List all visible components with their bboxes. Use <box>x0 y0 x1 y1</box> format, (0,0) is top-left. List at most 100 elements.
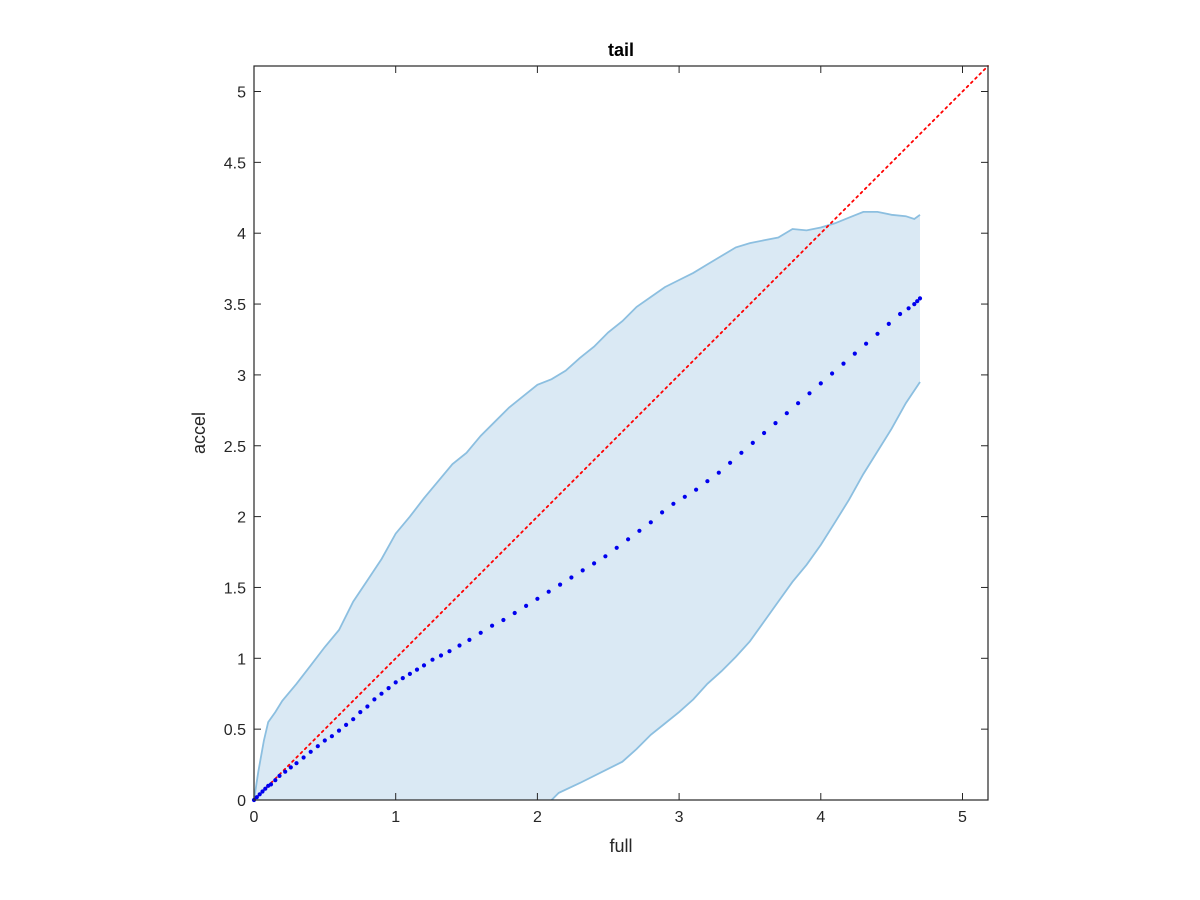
data-point <box>852 351 857 356</box>
data-point <box>273 778 278 783</box>
data-point <box>490 623 495 628</box>
data-point <box>773 421 778 426</box>
y-tick-label: 4.5 <box>224 155 246 172</box>
data-point <box>467 637 472 643</box>
data-point <box>386 686 391 691</box>
x-tick-label: 3 <box>675 809 684 826</box>
data-point <box>728 460 733 465</box>
data-point <box>912 302 917 307</box>
data-point <box>648 520 653 525</box>
data-point <box>592 561 597 566</box>
data-point <box>524 603 529 609</box>
data-point <box>671 501 676 506</box>
data-point <box>501 617 506 623</box>
data-point <box>784 411 789 416</box>
data-point <box>915 299 920 304</box>
data-point <box>694 487 699 492</box>
data-point <box>277 773 282 779</box>
y-tick-label: 1 <box>237 651 246 668</box>
data-point <box>358 710 363 715</box>
data-point <box>830 371 835 376</box>
data-point <box>407 671 412 677</box>
y-tick-label: 1.5 <box>224 580 246 597</box>
data-point <box>626 537 631 542</box>
data-point <box>705 479 710 484</box>
data-point <box>796 401 801 406</box>
data-point <box>886 321 891 326</box>
data-point <box>906 306 911 311</box>
band-lower-edge <box>550 381 921 801</box>
data-point <box>379 691 384 696</box>
data-point <box>614 545 619 550</box>
x-tick-label: 0 <box>250 809 259 826</box>
data-point <box>762 430 767 436</box>
x-tick-label: 2 <box>533 809 542 826</box>
data-point <box>898 311 903 317</box>
axes-layer: 0 1 2 3 4 5 0 0.5 1 1.5 2 2.5 3 3.5 4 4.5 5 <box>224 65 989 826</box>
data-point <box>329 734 334 739</box>
y-tick-label: 2 <box>237 510 246 527</box>
data-point <box>336 728 342 733</box>
data-point <box>864 341 869 346</box>
data-point <box>682 494 687 499</box>
x-tick-label: 4 <box>816 809 825 826</box>
data-point <box>535 596 540 601</box>
data-point <box>447 649 452 654</box>
data-point <box>637 528 642 533</box>
x-tick-label: 5 <box>958 809 967 826</box>
data-point <box>322 738 327 743</box>
data-point <box>660 510 665 515</box>
data-point <box>841 361 846 366</box>
y-axis-label: accel <box>189 412 209 454</box>
confidence-band-layer <box>253 211 921 801</box>
data-point <box>430 657 435 662</box>
data-point <box>257 792 262 797</box>
data-point <box>268 782 274 787</box>
data-point <box>807 391 812 396</box>
data-point <box>315 744 320 749</box>
data-point <box>716 470 721 475</box>
data-point <box>603 554 608 559</box>
data-point <box>283 769 288 774</box>
data-point <box>344 722 349 728</box>
band-fill <box>254 211 920 800</box>
data-point <box>512 610 517 616</box>
data-point <box>254 795 259 800</box>
reference-line-layer <box>253 65 989 801</box>
data-point <box>875 331 880 336</box>
x-axis-label: full <box>609 836 632 856</box>
data-point <box>457 643 462 648</box>
data-point <box>558 582 563 587</box>
data-point <box>546 589 551 594</box>
data-point <box>260 789 265 794</box>
y-tick-label: 5 <box>237 85 246 102</box>
data-point <box>351 717 356 722</box>
data-point <box>372 697 377 702</box>
data-point <box>438 653 444 658</box>
x-tick-label: 1 <box>391 809 400 826</box>
data-point <box>393 680 398 685</box>
data-point <box>818 381 823 386</box>
data-points-layer <box>251 296 923 803</box>
data-point <box>263 786 268 791</box>
y-tick-label: 3 <box>237 368 246 385</box>
data-point <box>917 296 923 301</box>
data-point <box>580 568 585 573</box>
data-point <box>294 761 299 766</box>
data-point <box>739 450 744 455</box>
y-tick-label: 3.5 <box>224 297 246 314</box>
data-point <box>569 575 574 580</box>
data-point <box>414 667 420 672</box>
data-point <box>421 663 427 668</box>
data-point <box>288 765 293 770</box>
data-point <box>365 704 370 709</box>
y-tick-label: 2.5 <box>224 439 246 456</box>
data-point <box>301 755 306 760</box>
chart-title: tail <box>608 40 634 60</box>
reference-line <box>253 65 989 801</box>
band-upper-edge <box>253 211 921 801</box>
data-point <box>308 749 313 754</box>
y-tick-label: 4 <box>237 226 246 243</box>
